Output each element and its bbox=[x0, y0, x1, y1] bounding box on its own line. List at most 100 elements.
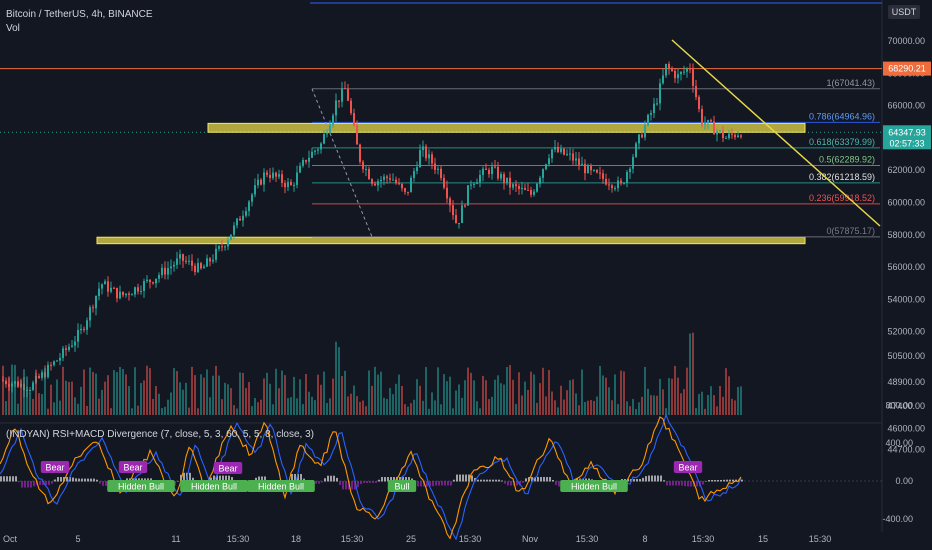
volume-bar bbox=[569, 380, 571, 415]
volume-bar bbox=[419, 385, 421, 415]
volume-bar bbox=[608, 387, 610, 415]
histogram-bar bbox=[558, 481, 560, 487]
histogram-bar bbox=[33, 481, 35, 487]
candle-body bbox=[332, 115, 334, 125]
candle-body bbox=[668, 63, 670, 69]
histogram-bar bbox=[471, 475, 473, 482]
histogram-bar bbox=[549, 477, 551, 482]
candle-body bbox=[617, 180, 619, 189]
histogram-bar bbox=[384, 477, 386, 482]
histogram-bar bbox=[714, 480, 716, 482]
candle-body bbox=[599, 172, 601, 174]
candle-body bbox=[209, 258, 211, 262]
histogram-bar bbox=[6, 476, 8, 482]
histogram-bar bbox=[717, 480, 719, 482]
candle-body bbox=[650, 113, 652, 115]
candle-body bbox=[479, 174, 481, 183]
candle-body bbox=[434, 163, 436, 170]
divergence-label: Bear bbox=[678, 463, 697, 473]
candle-body bbox=[233, 225, 235, 235]
histogram-bar bbox=[666, 481, 668, 486]
trendline bbox=[671, 39, 881, 227]
candle-body bbox=[53, 361, 55, 365]
divergence-label: Hidden Bull bbox=[258, 482, 304, 492]
volume-bar bbox=[614, 374, 616, 415]
candle-body bbox=[98, 288, 100, 297]
histogram-bar bbox=[15, 476, 17, 482]
histogram-bar bbox=[543, 477, 545, 482]
volume-bar bbox=[455, 390, 457, 415]
volume-bar bbox=[635, 408, 637, 415]
volume-bar bbox=[173, 368, 175, 415]
histogram-bar bbox=[60, 477, 62, 482]
volume-bar bbox=[638, 402, 640, 415]
volume-bar bbox=[374, 366, 376, 415]
candle-body bbox=[431, 154, 433, 164]
candle-body bbox=[311, 151, 313, 158]
candle-body bbox=[716, 131, 718, 135]
candle-body bbox=[710, 119, 712, 122]
histogram-bar bbox=[492, 479, 494, 482]
candle-body bbox=[290, 181, 292, 186]
candle-body bbox=[740, 135, 742, 137]
candle-body bbox=[521, 187, 523, 189]
volume-bar bbox=[554, 400, 556, 415]
histogram-bar bbox=[3, 476, 5, 482]
volume-bar bbox=[311, 396, 313, 415]
histogram-bar bbox=[27, 481, 29, 488]
candle-body bbox=[461, 205, 463, 224]
divergence-label-bg bbox=[118, 461, 148, 473]
divergence-label: Bear bbox=[123, 463, 142, 473]
volume-bar bbox=[98, 398, 100, 415]
volume-bar bbox=[677, 377, 679, 415]
volume-bar bbox=[401, 385, 403, 415]
volume-bar bbox=[101, 389, 103, 415]
histogram-bar bbox=[417, 481, 419, 487]
histogram-bar bbox=[630, 479, 632, 482]
volume-bar bbox=[713, 395, 715, 415]
volume-bar bbox=[146, 365, 148, 415]
volume-bar bbox=[344, 370, 346, 415]
candle-body bbox=[464, 205, 466, 207]
candle-body bbox=[635, 143, 637, 157]
histogram-bar bbox=[399, 477, 401, 482]
candle-body bbox=[683, 71, 685, 73]
volume-bar bbox=[737, 386, 739, 415]
histogram-bar bbox=[147, 478, 149, 482]
histogram-bar bbox=[294, 473, 296, 482]
volume-bar bbox=[371, 385, 373, 415]
volume-bar bbox=[80, 386, 82, 415]
histogram-bar bbox=[222, 475, 224, 482]
volume-bar bbox=[230, 388, 232, 415]
histogram-bar bbox=[537, 477, 539, 482]
histogram-bar bbox=[540, 477, 542, 482]
histogram-bar bbox=[105, 481, 107, 486]
histogram-bar bbox=[54, 479, 56, 482]
candle-body bbox=[386, 176, 388, 179]
candle-body bbox=[584, 163, 586, 174]
histogram-bar bbox=[366, 481, 368, 483]
price-badge-bg bbox=[883, 125, 931, 150]
x-tick-label: 11 bbox=[171, 534, 180, 544]
candle-body bbox=[347, 88, 349, 101]
currency-badge-bg bbox=[888, 5, 920, 19]
volume-bar bbox=[368, 370, 370, 415]
volume-bar bbox=[692, 332, 694, 415]
fib-label: 0.5(62289.92) bbox=[819, 155, 875, 165]
volume-bar bbox=[467, 367, 469, 415]
histogram-bar bbox=[534, 477, 536, 482]
volume-bar bbox=[560, 385, 562, 415]
volume-bar bbox=[416, 379, 418, 415]
histogram-bar bbox=[456, 474, 458, 482]
divergence-label-bg bbox=[40, 461, 70, 473]
candle-body bbox=[503, 174, 505, 183]
candle-body bbox=[590, 165, 592, 171]
histogram-bar bbox=[315, 481, 317, 484]
volume-bar bbox=[116, 372, 118, 415]
histogram-bar bbox=[30, 481, 32, 488]
volume-bar bbox=[200, 374, 202, 415]
volume-bar bbox=[77, 403, 79, 415]
candle-body bbox=[236, 218, 238, 226]
candle-body bbox=[191, 260, 193, 266]
